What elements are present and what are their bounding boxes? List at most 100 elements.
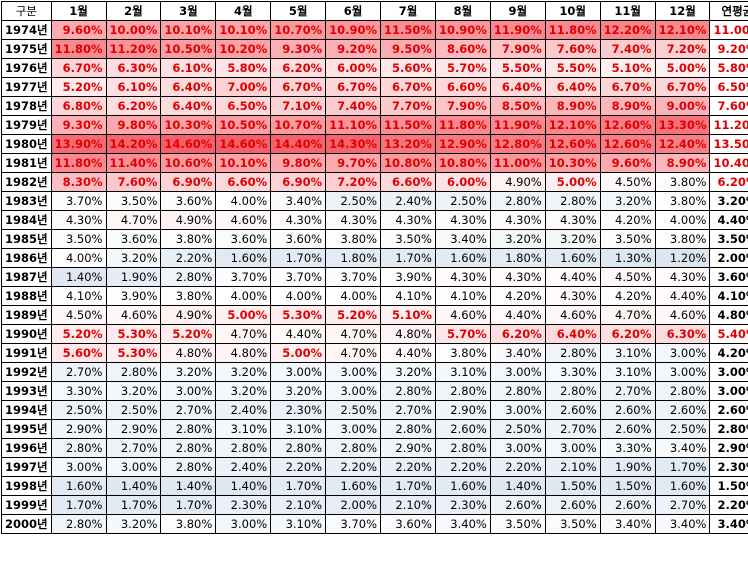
rate-cell[interactable]: 10.50% [215, 115, 272, 135]
rate-cell[interactable]: 2.30% [270, 400, 327, 420]
rate-cell[interactable]: 10.10% [215, 20, 272, 40]
year-cell[interactable]: 1980년 [1, 134, 52, 154]
rate-cell[interactable]: 3.00% [325, 362, 382, 382]
rate-cell[interactable]: 7.90% [489, 39, 546, 59]
annual-average-cell[interactable]: 1.50% [709, 476, 748, 496]
rate-cell[interactable]: 10.10% [160, 20, 217, 40]
year-cell[interactable]: 1995년 [1, 419, 52, 439]
rate-cell[interactable]: 2.80% [160, 267, 217, 287]
rate-cell[interactable]: 7.90% [434, 96, 491, 116]
year-cell[interactable]: 1979년 [1, 115, 52, 135]
rate-cell[interactable]: 1.60% [434, 248, 491, 268]
rate-cell[interactable]: 2.90% [434, 400, 491, 420]
rate-cell[interactable]: 4.80% [215, 343, 272, 363]
year-cell[interactable]: 1989년 [1, 305, 52, 325]
rate-cell[interactable]: 11.50% [380, 115, 436, 135]
rate-cell[interactable]: 2.50% [325, 191, 382, 211]
rate-cell[interactable]: 6.70% [599, 77, 656, 97]
rate-cell[interactable]: 11.80% [50, 39, 107, 59]
rate-cell[interactable]: 3.50% [544, 514, 601, 534]
rate-cell[interactable]: 3.40% [654, 438, 711, 458]
rate-cell[interactable]: 11.80% [434, 115, 491, 135]
rate-cell[interactable]: 6.20% [105, 96, 162, 116]
rate-cell[interactable]: 5.10% [380, 305, 436, 325]
rate-cell[interactable]: 5.30% [270, 305, 327, 325]
rate-cell[interactable]: 2.80% [654, 381, 711, 401]
rate-cell[interactable]: 3.60% [380, 514, 436, 534]
rate-cell[interactable]: 4.00% [215, 191, 272, 211]
rate-cell[interactable]: 3.20% [105, 514, 162, 534]
rate-cell[interactable]: 7.60% [544, 39, 601, 59]
rate-cell[interactable]: 6.60% [215, 172, 272, 192]
rate-cell[interactable]: 4.30% [489, 210, 546, 230]
rate-cell[interactable]: 4.10% [434, 286, 491, 306]
rate-cell[interactable]: 4.10% [380, 286, 436, 306]
rate-cell[interactable]: 8.90% [544, 96, 601, 116]
rate-cell[interactable]: 6.90% [160, 172, 217, 192]
rate-cell[interactable]: 4.40% [380, 343, 436, 363]
rate-cell[interactable]: 8.30% [50, 172, 107, 192]
annual-average-cell[interactable]: 3.50% [709, 229, 748, 249]
rate-cell[interactable]: 6.00% [325, 58, 382, 78]
rate-cell[interactable]: 3.00% [654, 343, 711, 363]
rate-cell[interactable]: 4.10% [50, 286, 107, 306]
rate-cell[interactable]: 3.30% [50, 381, 107, 401]
rate-cell[interactable]: 3.80% [434, 343, 491, 363]
rate-cell[interactable]: 5.70% [434, 58, 491, 78]
rate-cell[interactable]: 2.80% [544, 191, 601, 211]
rate-cell[interactable]: 7.00% [215, 77, 272, 97]
rate-cell[interactable]: 10.70% [270, 115, 327, 135]
rate-cell[interactable]: 5.70% [434, 324, 491, 344]
rate-cell[interactable]: 4.00% [215, 286, 272, 306]
rate-cell[interactable]: 4.00% [325, 286, 382, 306]
rate-cell[interactable]: 6.70% [325, 77, 382, 97]
rate-cell[interactable]: 3.70% [270, 267, 327, 287]
rate-cell[interactable]: 6.40% [160, 96, 217, 116]
rate-cell[interactable]: 2.60% [544, 400, 601, 420]
rate-cell[interactable]: 2.60% [599, 495, 656, 515]
year-cell[interactable]: 1975년 [1, 39, 52, 59]
annual-average-cell[interactable]: 6.20% [709, 172, 748, 192]
rate-cell[interactable]: 4.00% [50, 248, 107, 268]
annual-average-cell[interactable]: 3.00% [709, 381, 748, 401]
rate-cell[interactable]: 4.30% [325, 210, 382, 230]
rate-cell[interactable]: 5.50% [489, 58, 546, 78]
annual-average-cell[interactable]: 2.60% [709, 400, 748, 420]
rate-cell[interactable]: 7.20% [325, 172, 382, 192]
rate-cell[interactable]: 6.50% [215, 96, 272, 116]
rate-cell[interactable]: 12.10% [544, 115, 601, 135]
rate-cell[interactable]: 4.90% [160, 210, 217, 230]
rate-cell[interactable]: 6.40% [544, 77, 601, 97]
rate-cell[interactable]: 5.20% [160, 324, 217, 344]
rate-cell[interactable]: 2.90% [105, 419, 162, 439]
rate-cell[interactable]: 2.80% [489, 381, 546, 401]
rate-cell[interactable]: 1.60% [544, 248, 601, 268]
rate-cell[interactable]: 1.60% [215, 248, 272, 268]
rate-cell[interactable]: 2.10% [270, 495, 327, 515]
rate-cell[interactable]: 3.00% [105, 457, 162, 477]
rate-cell[interactable]: 1.40% [160, 476, 217, 496]
rate-cell[interactable]: 10.50% [160, 39, 217, 59]
rate-cell[interactable]: 4.90% [489, 172, 546, 192]
rate-cell[interactable]: 1.80% [489, 248, 546, 268]
rate-cell[interactable]: 13.20% [380, 134, 436, 154]
rate-cell[interactable]: 4.60% [544, 305, 601, 325]
rate-cell[interactable]: 11.80% [544, 20, 601, 40]
annual-average-cell[interactable]: 13.50% [709, 134, 748, 154]
rate-cell[interactable]: 2.30% [434, 495, 491, 515]
rate-cell[interactable]: 3.80% [654, 191, 711, 211]
annual-average-cell[interactable]: 4.10% [709, 286, 748, 306]
rate-cell[interactable]: 1.70% [50, 495, 107, 515]
rate-cell[interactable]: 9.60% [599, 153, 656, 173]
rate-cell[interactable]: 1.70% [160, 495, 217, 515]
rate-cell[interactable]: 2.70% [544, 419, 601, 439]
rate-cell[interactable]: 2.10% [544, 457, 601, 477]
rate-cell[interactable]: 1.80% [325, 248, 382, 268]
rate-cell[interactable]: 4.30% [544, 286, 601, 306]
rate-cell[interactable]: 2.60% [434, 419, 491, 439]
rate-cell[interactable]: 3.20% [215, 362, 272, 382]
rate-cell[interactable]: 1.40% [489, 476, 546, 496]
annual-average-cell[interactable]: 4.80% [709, 305, 748, 325]
rate-cell[interactable]: 10.80% [380, 153, 436, 173]
rate-cell[interactable]: 6.30% [105, 58, 162, 78]
